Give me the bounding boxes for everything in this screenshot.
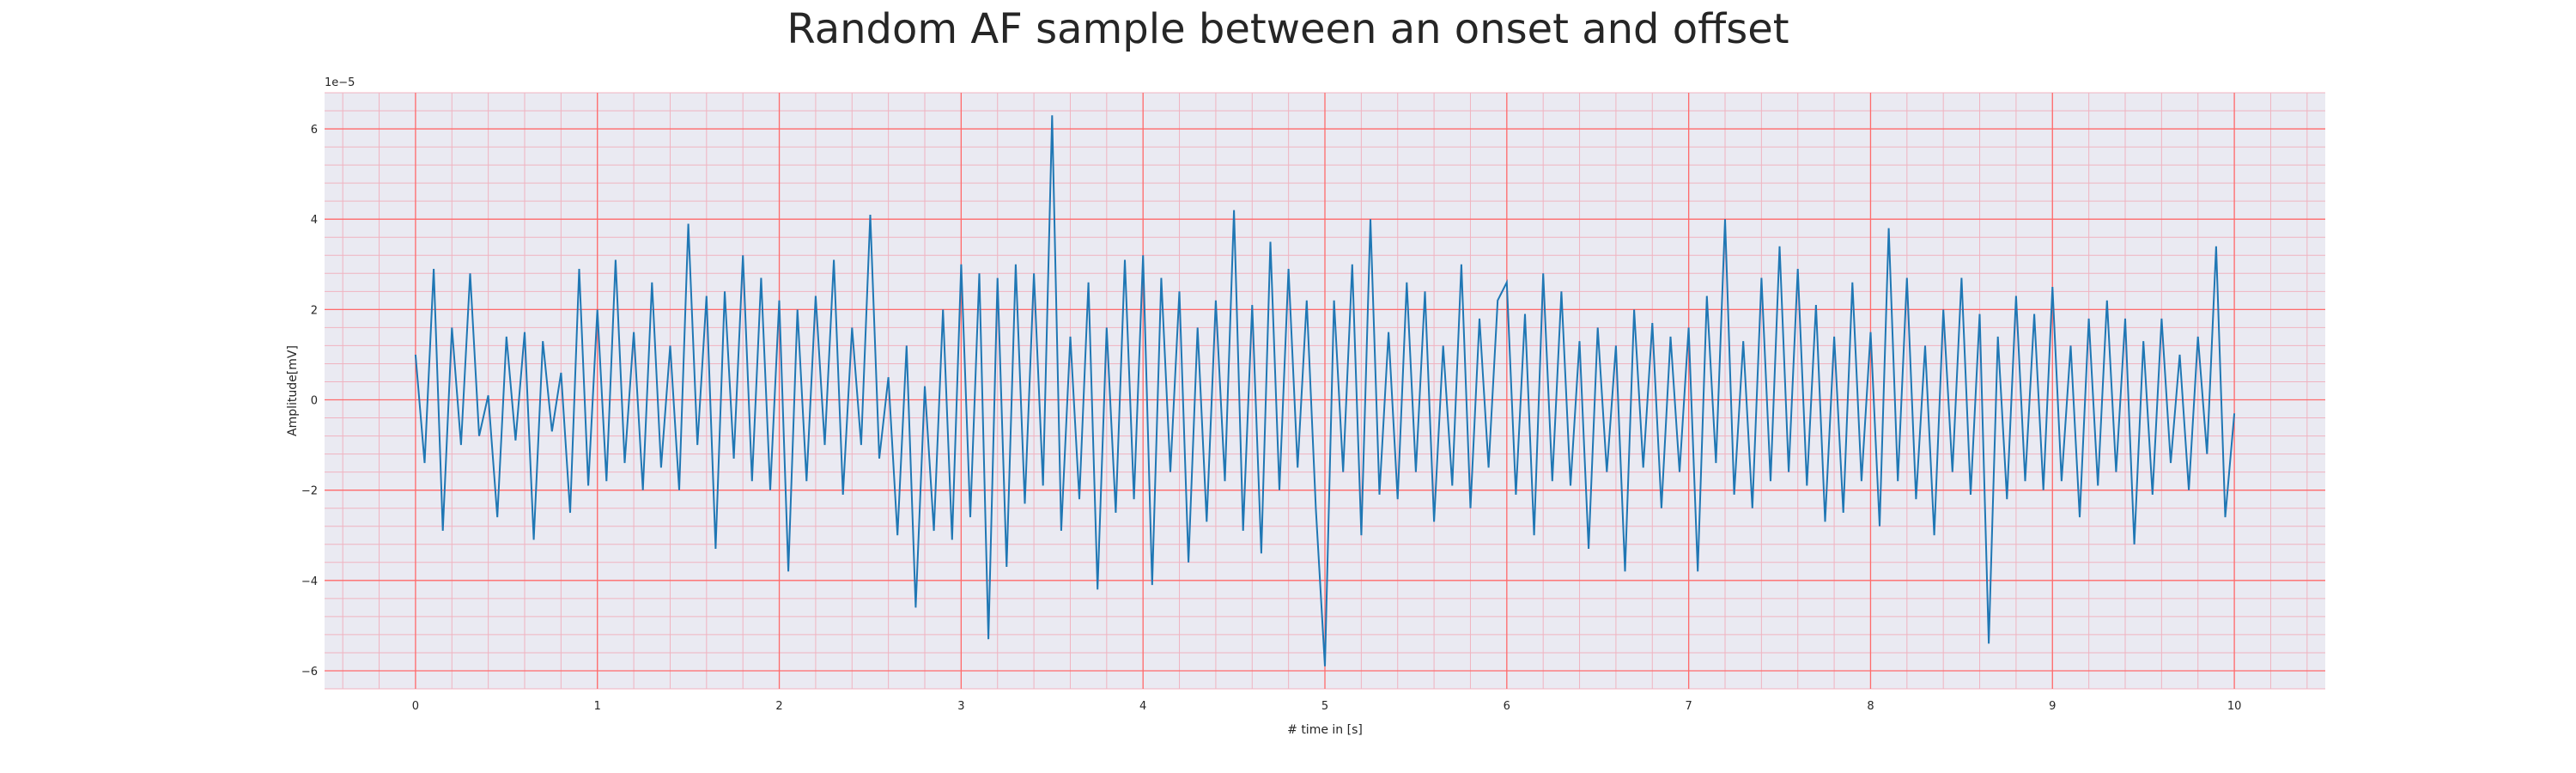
x-tick-label: 2 — [775, 700, 782, 713]
y-tick-label: −6 — [301, 666, 318, 679]
x-tick-label: 1 — [594, 700, 601, 713]
y-tick-label: 0 — [311, 395, 318, 408]
series-line — [414, 115, 2236, 666]
y-tick-label: 4 — [311, 214, 318, 227]
y-axis-offset-label: 1e−5 — [325, 76, 355, 89]
x-axis-tick-labels: 0 1 2 3 4 5 6 7 8 9 10 — [412, 700, 2242, 713]
y-tick-label: −4 — [301, 575, 318, 588]
y-tick-label: 2 — [311, 304, 318, 317]
x-tick-label: 3 — [957, 700, 964, 713]
major-grid — [325, 93, 2325, 689]
x-tick-label: 7 — [1685, 700, 1692, 713]
y-axis-tick-labels: −6 −4 −2 0 2 4 6 — [301, 124, 318, 679]
y-tick-label: −2 — [301, 485, 318, 498]
y-axis-label: Amplitude[mV] — [286, 345, 300, 436]
x-tick-label: 5 — [1321, 700, 1328, 713]
x-axis-label: # time in [s] — [1287, 723, 1363, 737]
x-tick-label: 9 — [2049, 700, 2056, 713]
y-tick-label: 6 — [311, 124, 318, 137]
x-tick-label: 0 — [412, 700, 419, 713]
x-tick-label: 10 — [2227, 700, 2242, 713]
x-tick-label: 8 — [1867, 700, 1874, 713]
x-tick-label: 4 — [1139, 700, 1146, 713]
chart-title: Random AF sample between an onset and of… — [787, 5, 1789, 53]
x-tick-label: 6 — [1504, 700, 1510, 713]
